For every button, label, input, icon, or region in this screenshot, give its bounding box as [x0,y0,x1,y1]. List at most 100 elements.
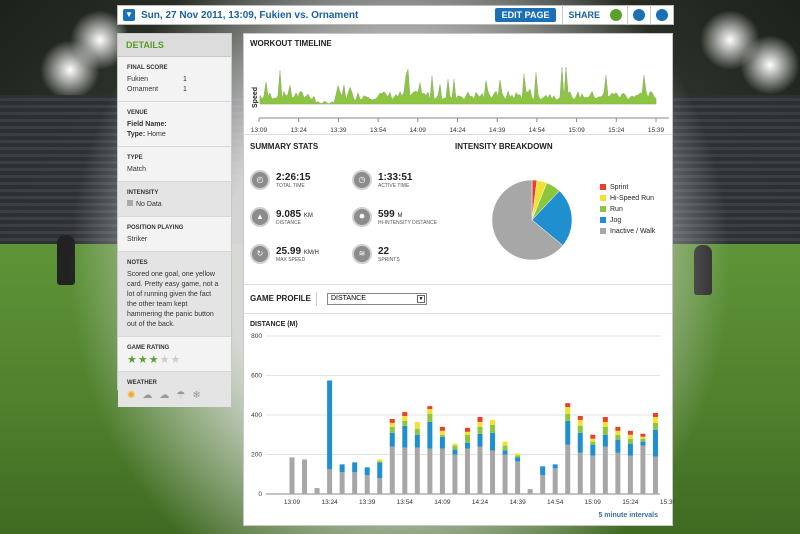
bar-segment [615,426,621,431]
stat-distance: ▲ 9.085 KM DISTANCE [250,207,313,227]
y-tick-label: 600 [251,373,262,380]
bar-segment [490,419,496,425]
intensity-legend: Sprint Hi-Speed Run Run Jog Inactive / W… [600,182,655,237]
stat-hi-intensity-distance: ✸ 599 M HI-INTENSITY DISTANCE [352,207,437,227]
x-tick-label: 14:24 [472,499,489,506]
team-name: Ornament [127,86,159,93]
share-label: SHARE [568,10,600,20]
bar-segment [439,430,445,435]
game-profile-title: GAME PROFILE [250,294,311,303]
timeline-tick-label: 13:09 [251,127,268,134]
intensity-section: INTENSITY No Data [118,182,231,217]
team-score: 1 [183,86,187,93]
rating-section: GAME RATING ★★★★★ [118,337,231,372]
active-clock-icon: ◷ [352,170,372,190]
snow-icon[interactable]: ❄ [192,390,201,401]
timeline-tick-label: 14:24 [449,127,466,134]
speed-trace-outline [259,66,657,105]
bar-segment [515,453,521,456]
chevron-down-icon: ▼ [417,295,425,303]
bar-segment [652,416,658,423]
sun-icon[interactable]: ✺ [127,390,136,401]
y-tick-label: 800 [251,333,262,340]
y-tick-label: 0 [258,491,262,498]
position-section: POSITION PLAYING Striker [118,217,231,252]
details-title: DETAILS [118,34,231,57]
bar-segment [477,416,483,422]
bar-segment [402,420,408,426]
bar-segment [565,420,571,445]
bar-segment [590,455,596,494]
legend-item: Hi-Speed Run [600,193,655,204]
bar-segment [490,450,496,494]
bar-segment [502,445,508,451]
bar-segment [577,432,583,453]
bar-segment [565,414,571,421]
bar-segment [352,462,358,473]
timeline-tick-label: 14:54 [529,127,546,134]
bar-segment [577,452,583,494]
bar-segment [427,409,433,415]
timeline-tick-label: 15:09 [568,127,585,134]
bar-segment [427,448,433,494]
bar-segment [627,455,633,494]
stat-active-time: ◷ 1:33:51 ACTIVE TIME [352,170,412,190]
legend-item: Jog [600,215,655,226]
bar-segment [652,413,658,417]
bar-segment [615,434,621,440]
bar-segment [439,426,445,431]
bar-segment [577,425,583,433]
bar-segment [565,444,571,494]
delete-icon[interactable] [656,9,668,21]
bar-segment [627,434,633,439]
privacy-icon[interactable] [633,9,645,21]
bar-segment [427,414,433,422]
bar-segment [339,472,345,494]
timeline-ylabel: Speed [252,87,259,108]
match-header-bar: ▼ Sun, 27 Nov 2011, 13:09, Fukien vs. Or… [117,5,674,25]
edit-page-button[interactable]: EDIT PAGE [494,8,557,22]
bar-segment [502,454,508,494]
bar-segment [464,442,470,449]
distance-chart-title: DISTANCE (M) [250,321,298,328]
bar-segment [515,461,521,494]
profile-metric-select[interactable]: DISTANCE ▼ [327,293,427,305]
main-panel: WORKOUT TIMELINE Speed 13:09 13:24 13:39 13… [243,33,674,526]
bar-segment [540,475,546,494]
partly-cloudy-icon[interactable]: ☁ [142,390,153,401]
stat-sprints: ≋ 22 SPRINTS [352,244,400,264]
intensity-title: INTENSITY BREAKDOWN [455,142,553,151]
bar-segment [577,419,583,426]
star-rating[interactable]: ★★★★★ [127,354,222,366]
stat-max-speed: ↻ 25.99 KM/H MAX SPEED [250,244,319,264]
legend-item: Sprint [600,182,655,193]
intensity-pie-chart [491,179,573,261]
star-icon: ★ [159,354,171,366]
dropdown-icon[interactable]: ▼ [123,9,135,21]
bar-segment [402,447,408,494]
x-tick-label: 13:39 [359,499,376,506]
share-icon[interactable] [610,9,622,21]
bar-segment [452,445,458,450]
bar-segment [527,489,533,494]
summary-title: SUMMARY STATS [250,142,319,151]
venue-section: VENUE Field Name: Type: Home [118,102,231,147]
bar-segment [565,403,571,408]
bar-segment [652,456,658,494]
bar-segment [540,466,546,476]
x-tick-label: 13:54 [397,499,414,506]
bar-segment [377,478,383,494]
timeline-tick-label: 15:39 [648,127,665,134]
rain-icon[interactable]: ☂ [176,390,186,401]
x-tick-label: 13:24 [321,499,338,506]
cloud-icon[interactable]: ☁ [159,390,170,401]
bar-segment [464,431,470,435]
bar-segment [302,459,308,494]
x-tick-label: 13:09 [284,499,301,506]
timeline-tick-label: 14:09 [410,127,427,134]
team-name: Fukien [127,76,149,83]
bar-segment [477,426,483,434]
bar-segment [364,467,370,476]
bar-segment [602,434,608,447]
x-tick-label: 14:39 [509,499,526,506]
